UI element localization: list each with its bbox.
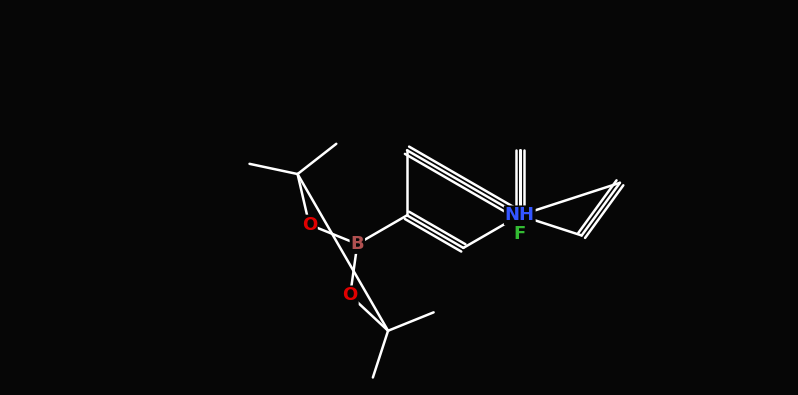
Text: O: O xyxy=(302,216,317,233)
Text: O: O xyxy=(342,286,358,305)
Text: B: B xyxy=(350,235,364,253)
Text: NH: NH xyxy=(505,206,535,224)
Text: F: F xyxy=(514,225,526,243)
